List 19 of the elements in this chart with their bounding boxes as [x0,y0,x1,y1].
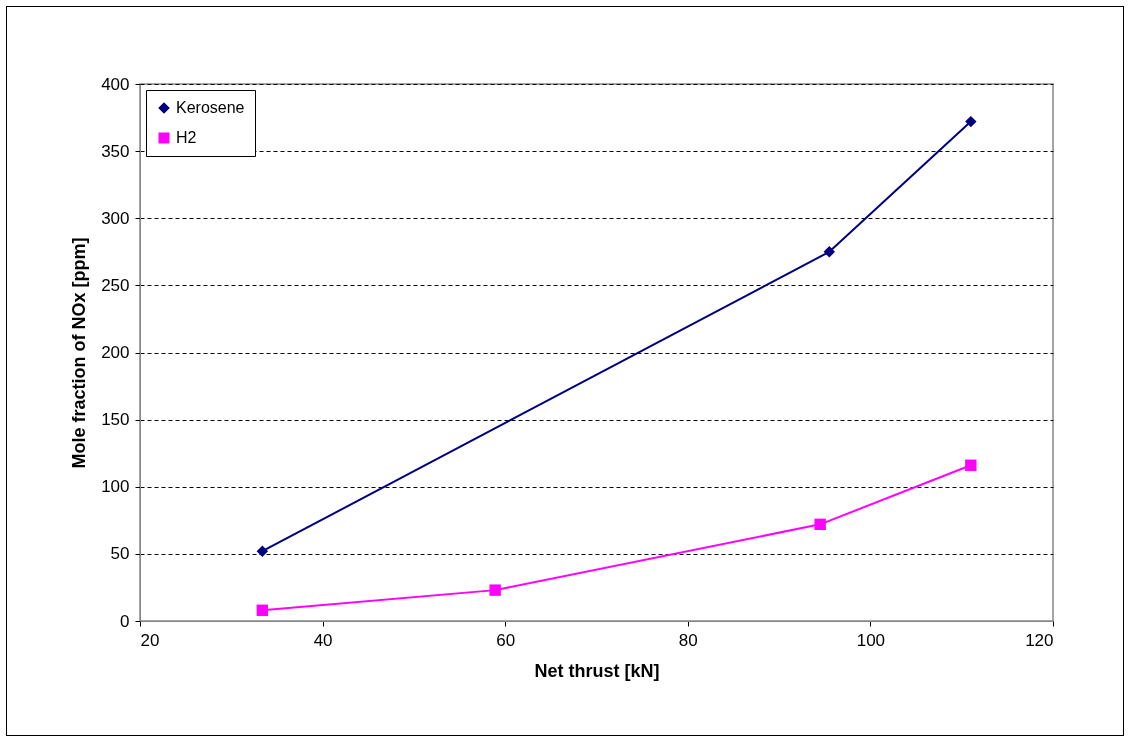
y-axis-title: Mole fraction of NOx [ppm] [69,237,90,469]
x-tick-label: 100 [856,630,886,650]
y-tick-label: 0 [120,611,130,631]
y-tick-label: 300 [101,208,130,228]
y-tick-label: 250 [101,275,130,295]
y-tick-label: 150 [101,410,130,430]
legend-label: Kerosene [176,99,245,116]
x-tick-label: 20 [140,630,160,650]
y-tick-label: 400 [101,74,130,94]
x-axis-title: Net thrust [kN] [534,660,660,681]
y-tick-label: 200 [101,343,130,362]
y-tick-label: 350 [101,141,130,161]
x-tick-label: 60 [496,630,516,650]
x-tick-label: 40 [313,630,333,650]
x-tick-label: 80 [678,630,698,650]
x-tick-label: 120 [1025,630,1054,650]
legend-label: H2 [176,129,197,146]
y-tick-label: 100 [101,477,130,497]
y-tick-label: 50 [110,544,130,564]
